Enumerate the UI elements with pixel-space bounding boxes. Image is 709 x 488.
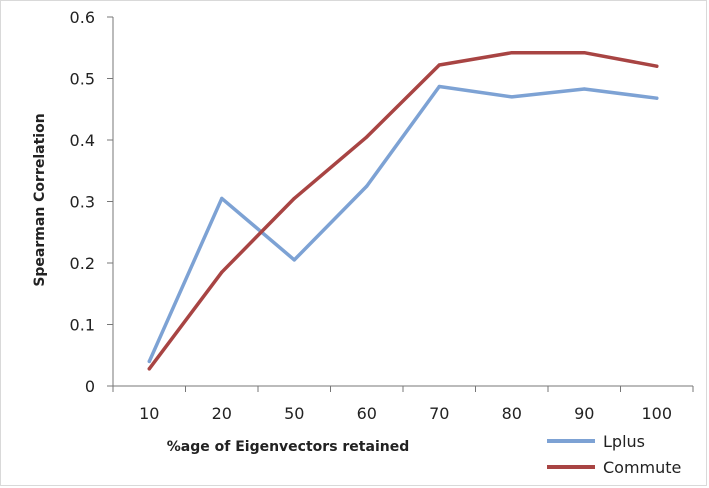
data-point-lplus xyxy=(292,258,296,262)
data-point-commute xyxy=(292,196,296,201)
data-point-lplus xyxy=(582,87,586,91)
y-axis-title: Spearman Correlation xyxy=(32,113,48,286)
x-tick-label: 90 xyxy=(574,404,594,423)
data-point-commute xyxy=(365,135,369,139)
legend: Lplus Commute xyxy=(547,432,681,477)
x-axis-title: %age of Eigenvectors retained xyxy=(167,439,409,455)
data-point-commute xyxy=(220,270,224,274)
data-point-commute xyxy=(582,51,586,55)
y-tick-label: 0.6 xyxy=(70,8,95,27)
y-tick-label: 0 xyxy=(85,377,95,396)
axes: 0 0.1 0.2 0.3 0.4 0.5 0.6 10 20 50 60 70 80 90 100 xyxy=(70,8,694,423)
y-tick-label: 0.5 xyxy=(70,70,95,89)
data-point-lplus xyxy=(365,184,369,188)
data-point-lplus xyxy=(220,196,224,201)
legend-label-commute: Commute xyxy=(603,458,681,477)
y-tick-label: 0.1 xyxy=(70,316,95,335)
data-point-commute xyxy=(437,63,441,67)
y-tick-label: 0.2 xyxy=(70,254,95,273)
x-tick-label: 10 xyxy=(139,404,159,423)
data-point-lplus xyxy=(655,96,659,100)
data-point-lplus xyxy=(510,95,514,99)
data-point-commute xyxy=(655,64,659,68)
series-line-commute xyxy=(147,50,659,371)
x-tick-label: 80 xyxy=(502,404,522,423)
x-tick-label: 20 xyxy=(212,404,232,423)
legend-label-lplus: Lplus xyxy=(603,432,645,451)
series-lines xyxy=(147,50,659,371)
series-line-lplus xyxy=(147,84,659,364)
y-tick-label: 0.4 xyxy=(70,131,95,150)
x-tick-label: 50 xyxy=(284,404,304,423)
data-point-commute xyxy=(510,51,514,55)
x-tick-label: 70 xyxy=(429,404,449,423)
y-tick-label: 0.3 xyxy=(70,193,95,212)
x-tick-label: 100 xyxy=(641,404,672,423)
data-point-lplus xyxy=(147,359,151,363)
data-point-commute xyxy=(147,367,151,371)
data-point-lplus xyxy=(437,84,441,89)
x-tick-label: 60 xyxy=(357,404,377,423)
